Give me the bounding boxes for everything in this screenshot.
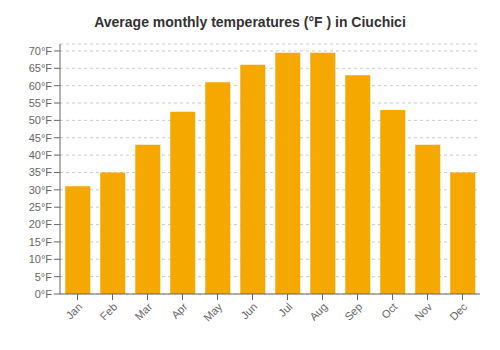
svg-text:Mar: Mar	[133, 300, 155, 322]
svg-text:Nov: Nov	[412, 300, 435, 323]
svg-text:Feb: Feb	[98, 300, 120, 322]
svg-text:25°F: 25°F	[29, 201, 53, 213]
svg-text:Dec: Dec	[447, 300, 470, 323]
svg-text:30°F: 30°F	[29, 184, 53, 196]
svg-text:5°F: 5°F	[35, 271, 53, 283]
svg-text:Sep: Sep	[342, 300, 364, 322]
svg-text:Jul: Jul	[276, 300, 294, 318]
svg-text:70°F: 70°F	[29, 45, 53, 57]
svg-text:40°F: 40°F	[29, 149, 53, 161]
svg-text:15°F: 15°F	[29, 236, 53, 248]
svg-text:Oct: Oct	[379, 300, 400, 321]
svg-text:55°F: 55°F	[29, 97, 53, 109]
html-text:Average monthly temperatures (: Average monthly temperatures (°F ) in Ci…	[94, 14, 406, 30]
svg-text:May: May	[201, 300, 225, 324]
svg-text:Aug: Aug	[307, 300, 329, 322]
svg-text:Apr: Apr	[169, 300, 190, 321]
svg-text:Jun: Jun	[238, 300, 259, 321]
svg-text:60°F: 60°F	[29, 80, 53, 92]
svg-text:45°F: 45°F	[29, 132, 53, 144]
svg-text:Jan: Jan	[63, 300, 84, 321]
svg-text:20°F: 20°F	[29, 218, 53, 230]
svg-text:65°F: 65°F	[29, 62, 53, 74]
svg-text:35°F: 35°F	[29, 166, 53, 178]
svg-text:50°F: 50°F	[29, 114, 53, 126]
svg-text:0°F: 0°F	[35, 288, 53, 300]
svg-text:10°F: 10°F	[29, 253, 53, 265]
